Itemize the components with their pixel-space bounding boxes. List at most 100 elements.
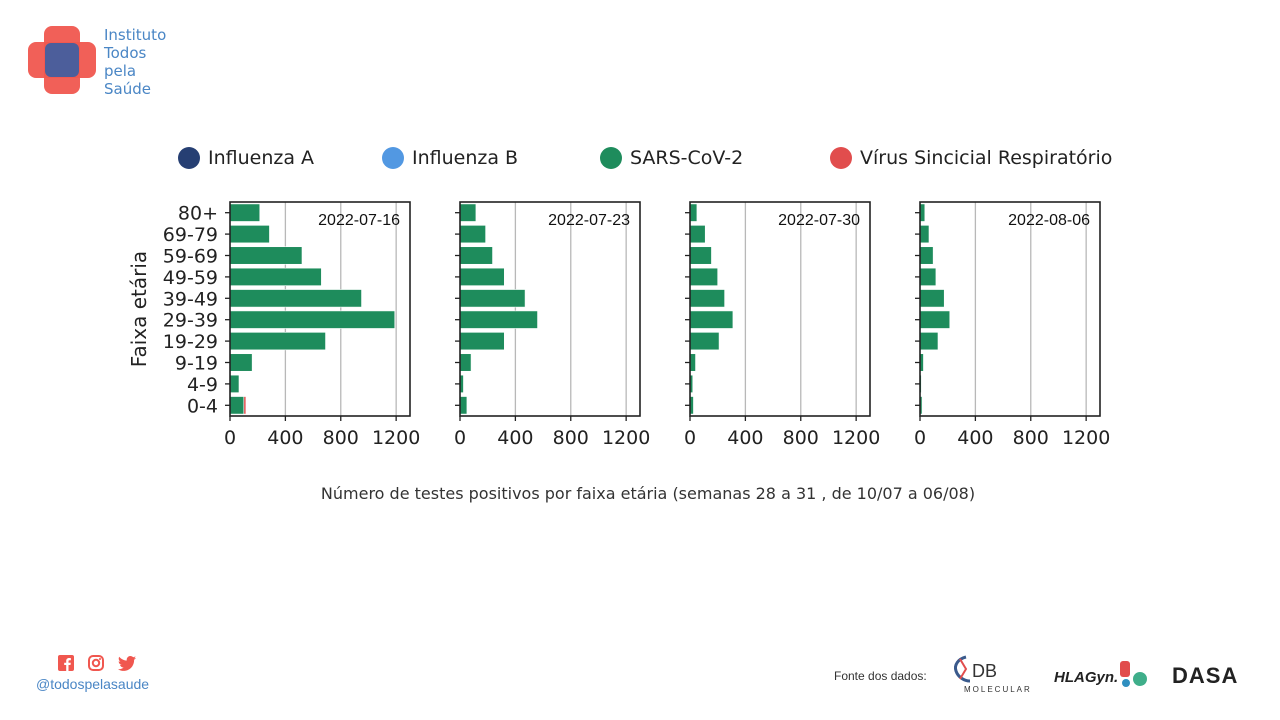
x-tick-label: 800 [323, 427, 359, 449]
x-tick-label: 800 [1013, 427, 1049, 449]
y-tick-label: 0-4 [187, 395, 218, 417]
legend-item-influenza-a: Influenza A [178, 143, 314, 173]
y-tick-label: 59-69 [163, 246, 218, 268]
x-tick-label: 400 [267, 427, 303, 449]
bar-charts: 0-44-99-1919-2929-3939-4949-5959-6969-79… [127, 201, 1110, 449]
dasa-logo: DASA [1172, 663, 1239, 688]
x-tick-label: 1200 [602, 427, 650, 449]
chart-panel-1: 0-44-99-1919-2929-3939-4949-5959-6969-79… [127, 201, 420, 449]
bar-sars-cov-2-59-69 [919, 246, 934, 265]
bar-sars-cov-2-49-59 [459, 267, 505, 286]
panel-date-label: 2022-08-06 [1008, 212, 1090, 229]
bar-sars-cov-2-19-29 [689, 332, 720, 351]
social-icons [58, 654, 149, 672]
facebook-icon[interactable] [58, 655, 74, 671]
legend-label: Vírus Sincicial Respiratório [860, 147, 1113, 169]
bar-sars-cov-2-0-4 [229, 396, 245, 415]
legend-dot-icon [178, 147, 200, 169]
db-molecular-logo-icon [954, 655, 971, 683]
x-tick-label: 0 [224, 427, 236, 449]
plot-frame [229, 201, 411, 417]
x-tick-label: 400 [727, 427, 763, 449]
y-tick-label: 19-29 [163, 331, 218, 353]
legend-label: Influenza A [208, 147, 315, 169]
bar-sars-cov-2-4-9 [229, 374, 240, 393]
bar-sars-cov-2-69-79 [689, 225, 706, 244]
source-label: Fonte dos dados: [834, 669, 927, 683]
x-tick-label: 0 [684, 427, 696, 449]
bar-sars-cov-2-39-49 [689, 289, 725, 308]
bar-sars-cov-2-80+ [229, 203, 261, 222]
bar-sars-cov-2-69-79 [229, 225, 270, 244]
bar-sars-cov-2-19-29 [459, 332, 505, 351]
bar-sars-cov-2-29-39 [689, 310, 734, 329]
bar-sars-cov-2-0-4 [459, 396, 468, 415]
instagram-icon[interactable] [88, 655, 104, 671]
hlagyn-logo: HLAGyn. [1054, 669, 1119, 686]
x-tick-label: 400 [497, 427, 533, 449]
bar-sars-cov-2-69-79 [919, 225, 930, 244]
bar-sars-cov-2-49-59 [919, 267, 937, 286]
logo-text: Instituto Todos pela Saúde [104, 26, 166, 98]
bar-sars-cov-2-80+ [459, 203, 477, 222]
bar-sars-cov-2-59-69 [689, 246, 712, 265]
social-handle[interactable]: @todospelasaude [36, 676, 150, 692]
institute-logo: Instituto Todos pela Saúde [28, 26, 178, 106]
chart-panel-3: 0 400 800 1200 2022-07-30 [684, 201, 880, 449]
x-tick-label: 1200 [1062, 427, 1110, 449]
legend-label: Influenza B [412, 147, 519, 169]
bar-sars-cov-2-39-49 [919, 289, 945, 308]
plot-frame [919, 201, 1101, 417]
logo-line: pela [104, 62, 137, 80]
plot-frame [459, 201, 641, 417]
x-tick-label: 1200 [372, 427, 420, 449]
chart-caption: Número de testes positivos por faixa etá… [320, 484, 976, 503]
y-tick-label: 9-19 [175, 353, 218, 375]
bar-sars-cov-2-29-39 [229, 310, 396, 329]
x-tick-label: 800 [553, 427, 589, 449]
chart-panel-2: 0 400 800 1200 2022-07-23 [454, 201, 650, 449]
data-sources: Fonte dos dados: DB MOLECULAR HLAGyn. DA… [834, 655, 1254, 697]
panel-date-label: 2022-07-30 [778, 212, 860, 229]
y-tick-label: 39-49 [163, 288, 218, 310]
x-tick-label: 400 [957, 427, 993, 449]
y-tick-label: 49-59 [163, 267, 218, 289]
plot-frame [689, 201, 871, 417]
bar-sars-cov-2-59-69 [229, 246, 303, 265]
y-tick-label: 69-79 [163, 224, 218, 246]
legend-label: SARS-CoV-2 [630, 147, 744, 169]
y-tick-label: 80+ [178, 203, 218, 225]
bar-sars-cov-2-69-79 [459, 225, 486, 244]
hlagyn-mark-icon [1120, 661, 1147, 687]
bar-sars-cov-2-39-49 [229, 289, 362, 308]
legend-dot-icon [830, 147, 852, 169]
panel-date-label: 2022-07-16 [318, 212, 400, 229]
bar-sars-cov-2-29-39 [919, 310, 951, 329]
legend-dot-icon [600, 147, 622, 169]
logo-line: Instituto [104, 26, 167, 44]
bar-sars-cov-2-80+ [689, 203, 698, 222]
legend-item-vsr: Vírus Sincicial Respiratório [830, 143, 1112, 173]
social-links: @todospelasaude [36, 654, 149, 692]
x-tick-label: 0 [914, 427, 926, 449]
x-tick-label: 0 [454, 427, 466, 449]
legend-dot-icon [382, 147, 404, 169]
x-tick-label: 800 [783, 427, 819, 449]
db-molecular-name: DB [972, 661, 998, 681]
bar-sars-cov-2-39-49 [459, 289, 526, 308]
bar-sars-cov-2-59-69 [459, 246, 493, 265]
y-tick-label: 29-39 [163, 310, 218, 332]
legend-item-influenza-b: Influenza B [382, 143, 518, 173]
logo-line: Saúde [104, 80, 151, 98]
bar-sars-cov-2-9-19 [229, 353, 253, 372]
twitter-icon[interactable] [118, 655, 136, 671]
bar-sars-cov-2-49-59 [689, 267, 718, 286]
y-axis-label: Faixa etária [127, 251, 151, 367]
chart-legend: Influenza A Influenza B SARS-CoV-2 Vírus… [178, 143, 1158, 173]
bar-sars-cov-2-49-59 [229, 267, 322, 286]
y-tick-label: 4-9 [187, 374, 218, 396]
bar-sars-cov-2-19-29 [229, 332, 326, 351]
bar-v-rus-sincicial-respirat-rio-0-4 [243, 396, 247, 415]
db-molecular-subtitle: MOLECULAR [964, 685, 1032, 694]
chart-panel-4: 0 400 800 1200 2022-08-06 [914, 201, 1110, 449]
